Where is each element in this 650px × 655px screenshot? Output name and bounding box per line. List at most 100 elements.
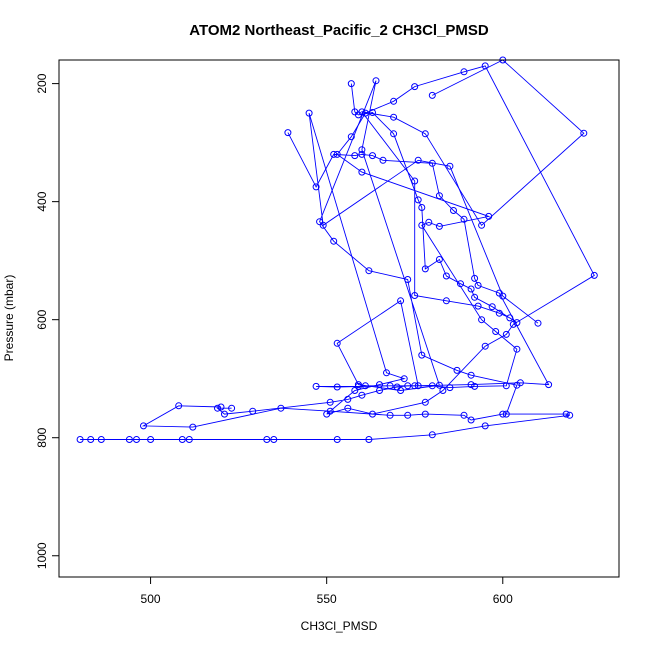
data-point (76, 436, 84, 443)
data-point (421, 410, 429, 418)
data-point (474, 302, 482, 310)
data-point (365, 436, 373, 443)
data-point (358, 168, 366, 176)
data-point (425, 218, 433, 226)
data-point (460, 215, 468, 223)
data-point (474, 281, 482, 289)
data-point (446, 384, 454, 392)
data-point (471, 382, 479, 390)
data-point (316, 218, 324, 226)
data-point (140, 422, 147, 430)
data-point (369, 410, 376, 418)
data-point (467, 371, 475, 379)
data-point (214, 404, 221, 412)
data-point (277, 404, 285, 412)
data-point (133, 436, 140, 443)
data-point (478, 316, 486, 324)
data-point (386, 382, 394, 390)
data-point (446, 162, 454, 170)
data-point (228, 404, 236, 412)
data-point (386, 411, 394, 419)
data-point (330, 150, 338, 158)
data-point (178, 436, 186, 443)
data-point (439, 387, 447, 394)
data-point (397, 297, 405, 305)
data-point (435, 381, 443, 389)
data-point (421, 130, 429, 138)
data-point (284, 129, 292, 137)
data-point (428, 431, 436, 439)
data-point (326, 398, 334, 406)
data-point (333, 150, 341, 158)
data-point (404, 382, 412, 390)
series-line (287, 80, 550, 415)
y-axis-label: Pressure (mbar) (2, 275, 16, 362)
data-point (185, 436, 193, 443)
data-point (471, 293, 479, 301)
data-point (516, 379, 524, 387)
data-point (361, 109, 369, 117)
data-point (506, 314, 514, 322)
data-point (411, 177, 419, 185)
y-tick-label: 800 (35, 427, 49, 447)
data-point (361, 382, 369, 390)
data-point (471, 274, 479, 282)
data-point (453, 366, 461, 374)
data-point (435, 222, 443, 230)
data-point (221, 410, 228, 418)
series-layer (76, 56, 598, 443)
data-point (369, 109, 376, 116)
data-point (404, 411, 412, 419)
data-point (369, 152, 376, 160)
data-point (442, 297, 450, 305)
data-point (390, 130, 398, 138)
data-point (418, 204, 426, 211)
data-point (495, 309, 503, 317)
data-point (428, 159, 436, 167)
x-axis-label: CH3Cl_PMSD (301, 619, 378, 633)
data-point (347, 133, 355, 141)
data-point (513, 319, 521, 327)
data-point (421, 398, 429, 406)
data-point (509, 320, 517, 328)
x-tick-label: 500 (141, 592, 161, 606)
data-point (478, 221, 486, 229)
y-tick-label: 200 (35, 73, 49, 93)
series-line (350, 59, 585, 323)
data-point (513, 381, 521, 389)
data-point (481, 62, 489, 70)
data-point (312, 183, 320, 191)
data-point (513, 345, 521, 353)
data-point (404, 276, 412, 283)
data-point (499, 410, 507, 418)
data-point (467, 416, 475, 424)
data-point (390, 97, 398, 105)
data-point (397, 387, 405, 394)
data-point (263, 436, 271, 443)
data-point (545, 381, 553, 389)
data-point (358, 146, 366, 154)
data-point (435, 256, 443, 263)
data-point (400, 375, 408, 383)
data-point (319, 221, 327, 229)
data-point (566, 411, 574, 419)
y-tick-label: 400 (35, 191, 49, 211)
x-tick-label: 600 (493, 592, 513, 606)
data-point (562, 410, 570, 418)
data-point (344, 395, 352, 403)
data-point (428, 91, 436, 99)
data-point (358, 391, 366, 399)
y-tick-label: 600 (35, 309, 49, 329)
data-point (147, 436, 155, 443)
data-point (485, 212, 493, 220)
data-point (312, 382, 320, 390)
data-point (333, 339, 341, 347)
data-point (358, 150, 366, 158)
data-point (502, 330, 510, 338)
data-point (418, 351, 426, 359)
data-point (330, 237, 338, 245)
data-point (175, 402, 183, 410)
